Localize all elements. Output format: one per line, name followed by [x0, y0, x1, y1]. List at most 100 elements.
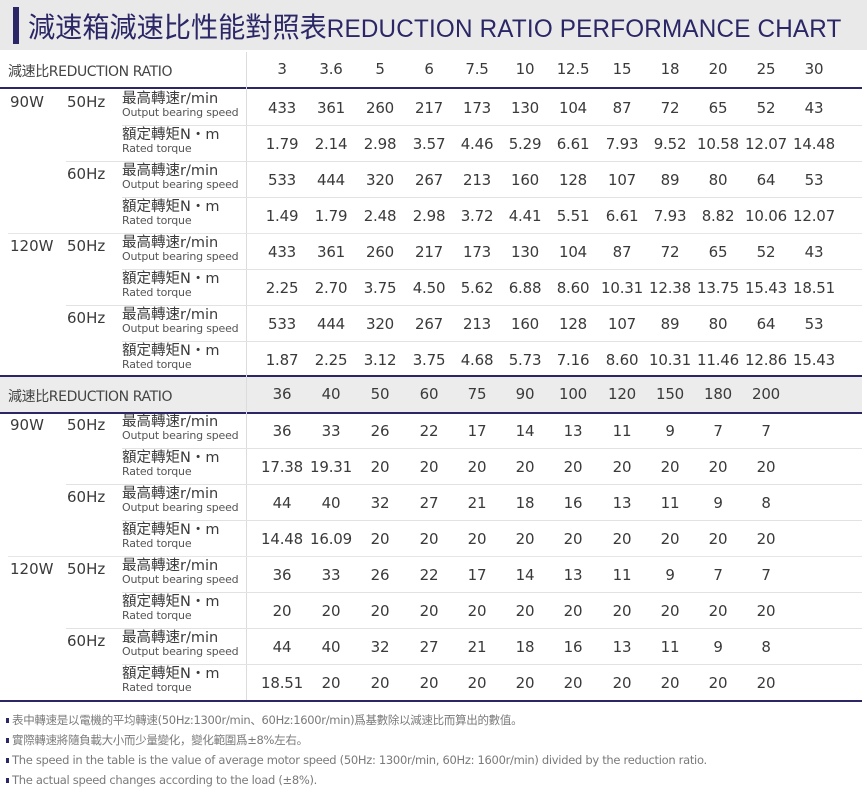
speed-value: 533	[267, 171, 297, 189]
speed-value: 43	[804, 99, 824, 117]
speed-value: 33	[321, 566, 341, 584]
torque-value: 20	[708, 530, 728, 548]
torque-param-label: 額定轉矩N・m Rated torque	[122, 272, 246, 298]
torque-value: 20	[660, 458, 680, 476]
speed-label-en: Output bearing speed	[122, 105, 239, 119]
speed-label-en: Output bearing speed	[122, 428, 239, 442]
torque-value: 20	[756, 458, 776, 476]
torque-label-zh: 額定轉矩N・m	[122, 666, 220, 682]
torque-value: 20	[370, 530, 390, 548]
bullet-icon	[6, 738, 9, 743]
torque-value: 20	[419, 674, 439, 692]
speed-value: 18	[515, 494, 535, 512]
speed-value: 13	[563, 566, 583, 584]
ratio-value: 6	[424, 60, 434, 78]
frequency-label: 60Hz	[67, 309, 106, 327]
bullet-icon	[6, 778, 9, 783]
ratio-value: 50	[370, 385, 390, 403]
speed-value: 65	[708, 243, 728, 261]
torque-value: 20	[756, 530, 776, 548]
torque-value: 20	[756, 674, 776, 692]
torque-value: 2.70	[314, 279, 348, 297]
torque-label-en: Rated torque	[122, 357, 192, 371]
speed-value: 16	[563, 638, 583, 656]
ratio-value: 10	[515, 60, 535, 78]
torque-value: 20	[321, 674, 341, 692]
row-divider	[8, 556, 862, 557]
speed-value: 87	[612, 99, 632, 117]
torque-value: 8.82	[701, 207, 735, 225]
speed-value: 87	[612, 243, 632, 261]
torque-value: 2.14	[314, 135, 348, 153]
ratio-value: 5	[375, 60, 385, 78]
ratio-value: 180	[703, 385, 733, 403]
page-title-en: REDUCTION RATIO PERFORMANCE CHART	[326, 15, 842, 43]
speed-value: 33	[321, 422, 341, 440]
speed-value: 26	[370, 566, 390, 584]
speed-param-label: 最高轉速r/min Output bearing speed	[122, 236, 246, 262]
torque-label-en: Rated torque	[122, 285, 192, 299]
speed-value: 320	[365, 315, 395, 333]
torque-value: 4.50	[412, 279, 446, 297]
torque-value: 4.68	[460, 351, 494, 369]
bullet-icon	[6, 758, 9, 763]
speed-label-zh: 最高轉速r/min	[122, 486, 219, 502]
torque-value: 2.48	[363, 207, 397, 225]
torque-value: 20	[756, 602, 776, 620]
column-divider	[246, 52, 247, 378]
torque-value: 19.31	[310, 458, 352, 476]
speed-value: 36	[272, 422, 292, 440]
ratio-value: 3	[277, 60, 287, 78]
torque-value: 5.62	[460, 279, 494, 297]
torque-value: 7.93	[605, 135, 639, 153]
torque-param-label: 額定轉矩N・m Rated torque	[122, 595, 246, 621]
torque-value: 14.48	[793, 135, 835, 153]
speed-param-label: 最高轉速r/min Output bearing speed	[122, 164, 246, 190]
torque-value: 20	[370, 458, 390, 476]
ratio-value: 120	[607, 385, 637, 403]
speed-value: 26	[370, 422, 390, 440]
note-item: The speed in the table is the value of a…	[6, 750, 866, 770]
speed-value: 9	[713, 494, 723, 512]
ratio-value: 30	[804, 60, 824, 78]
speed-value: 267	[414, 315, 444, 333]
speed-value: 130	[510, 243, 540, 261]
row-divider	[66, 628, 862, 629]
speed-value: 160	[510, 315, 540, 333]
torque-label-en: Rated torque	[122, 608, 192, 622]
speed-value: 433	[267, 99, 297, 117]
speed-value: 173	[462, 99, 492, 117]
speed-value: 53	[804, 315, 824, 333]
speed-value: 72	[660, 243, 680, 261]
speed-value: 444	[316, 315, 346, 333]
ratio-value: 15	[612, 60, 632, 78]
torque-value: 8.60	[556, 279, 590, 297]
torque-value: 13.75	[697, 279, 739, 297]
speed-value: 213	[462, 171, 492, 189]
speed-value: 44	[272, 638, 292, 656]
torque-value: 18.51	[793, 279, 835, 297]
power-label: 90W	[10, 416, 44, 434]
torque-value: 20	[708, 602, 728, 620]
speed-label-zh: 最高轉速r/min	[122, 307, 219, 323]
speed-value: 7	[713, 422, 723, 440]
table1-block: 減速比REDUCTION RATIO 3 3.6 5 6 7.5 10 12.5 15 18 20 2…	[0, 52, 867, 380]
frequency-label: 60Hz	[67, 488, 106, 506]
torque-value: 15.43	[745, 279, 787, 297]
row-divider	[8, 233, 862, 234]
ratio-header-row: 減速比REDUCTION RATIO 3 3.6 5 6 7.5 10 12.5 15 18 20 2…	[0, 52, 862, 89]
torque-label-en: Rated torque	[122, 464, 192, 478]
frequency-label: 60Hz	[67, 165, 106, 183]
speed-value: 11	[660, 494, 680, 512]
speed-value: 217	[414, 99, 444, 117]
torque-value: 3.57	[412, 135, 446, 153]
torque-value: 20	[467, 530, 487, 548]
torque-value: 20	[660, 602, 680, 620]
torque-value: 9.52	[653, 135, 687, 153]
ratio-value: 20	[708, 60, 728, 78]
torque-value: 3.75	[412, 351, 446, 369]
ratio-value: 200	[751, 385, 781, 403]
speed-value: 52	[756, 99, 776, 117]
speed-value: 44	[272, 494, 292, 512]
speed-label-en: Output bearing speed	[122, 644, 239, 658]
